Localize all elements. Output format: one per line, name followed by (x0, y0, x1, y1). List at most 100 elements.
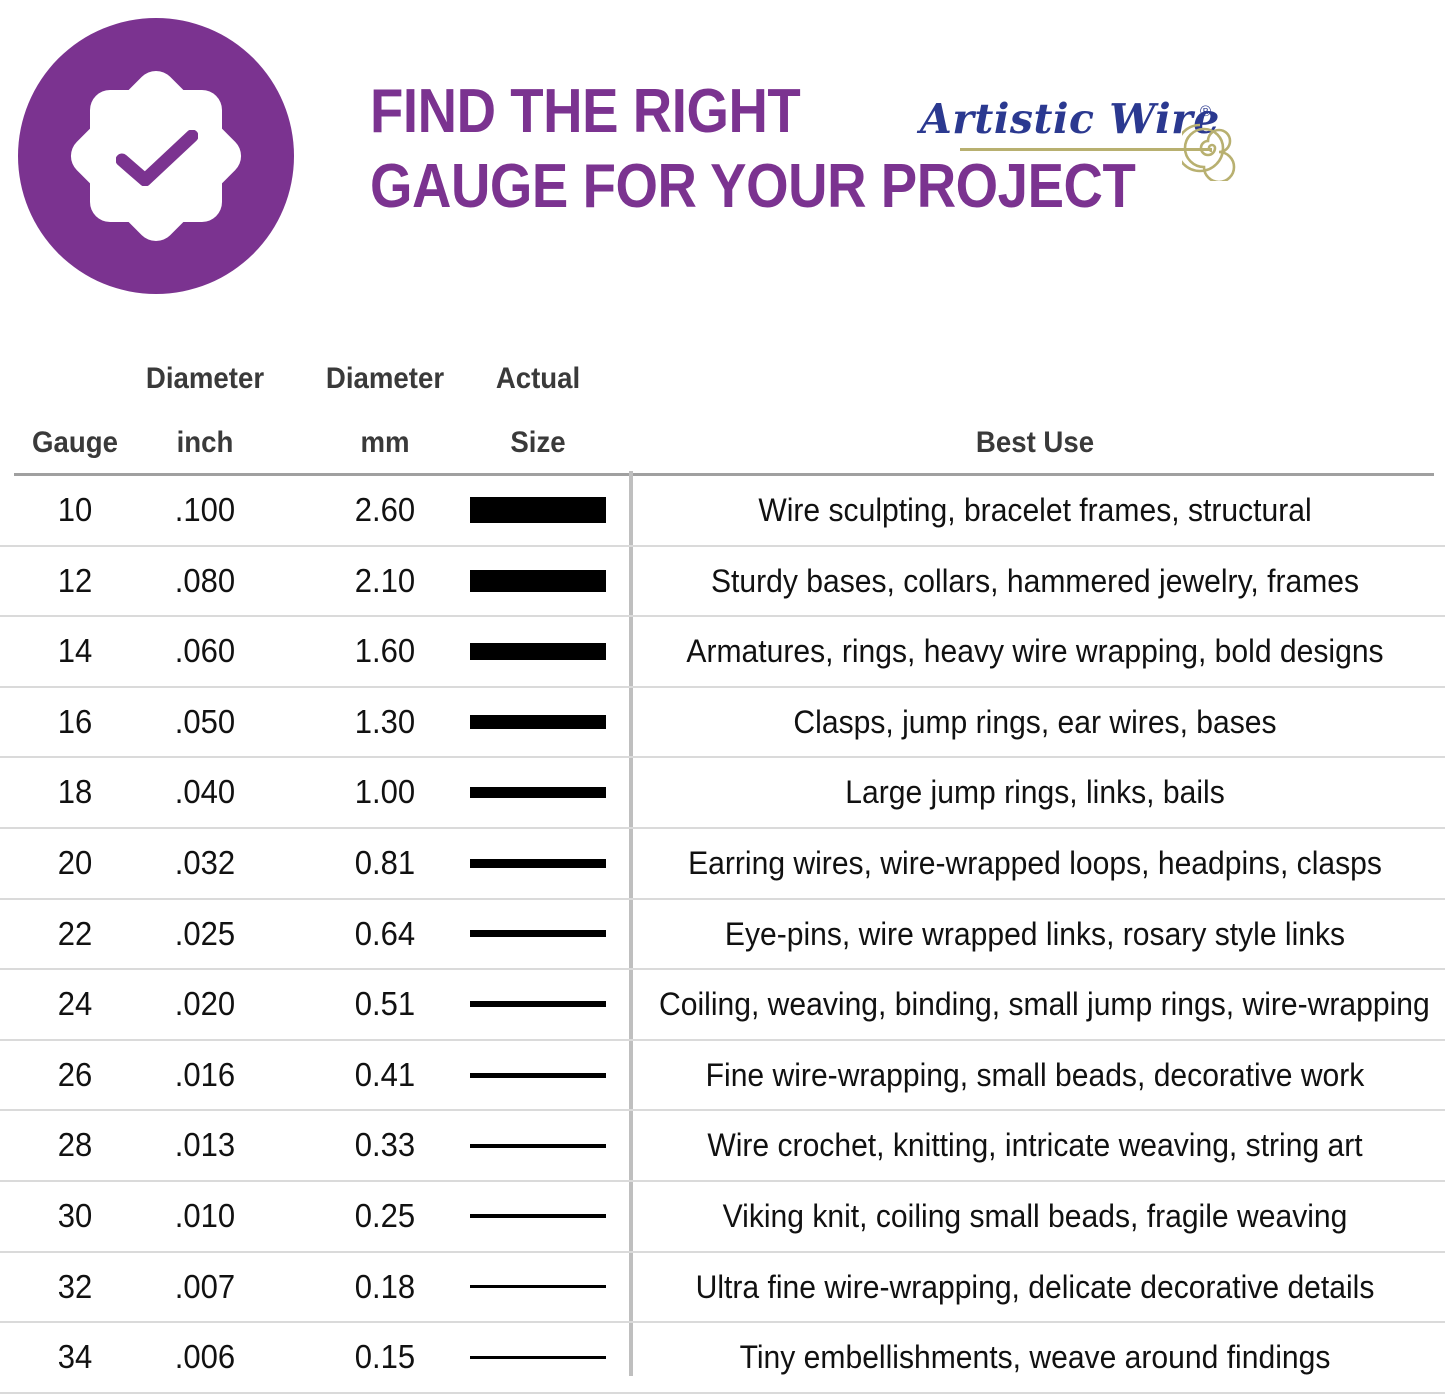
cell-diameter-mm: 0.33 (354, 1126, 416, 1164)
check-badge-icon (18, 18, 294, 294)
cell-diameter-inch: .025 (174, 914, 236, 952)
cell-gauge: 30 (57, 1196, 93, 1234)
cell-diameter-mm: 0.81 (354, 843, 416, 881)
cell-gauge: 34 (57, 1338, 93, 1376)
cell-diameter-mm: 1.60 (354, 632, 416, 670)
checkmark-icon (116, 130, 198, 186)
cell-actual-size (470, 900, 606, 969)
cell-best-use: Fine wire-wrapping, small beads, decorat… (705, 1056, 1365, 1093)
cell-best-use: Coiling, weaving, binding, small jump ri… (659, 986, 1430, 1023)
cell-gauge: 28 (57, 1126, 93, 1164)
wire-thickness-bar (470, 858, 606, 868)
cell-best-use: Viking knit, coiling small beads, fragil… (722, 1197, 1348, 1234)
wire-thickness-bar (470, 1214, 606, 1219)
cell-actual-size (470, 970, 606, 1039)
wire-thickness-bar (470, 1072, 606, 1078)
registered-trademark-icon: ® (1200, 103, 1212, 120)
cell-gauge: 26 (57, 1055, 93, 1093)
wire-thickness-bar (470, 569, 606, 592)
cell-diameter-inch: .050 (174, 702, 236, 740)
cell-diameter-inch: .100 (174, 491, 236, 528)
cell-gauge: 20 (57, 843, 93, 881)
cell-best-use: Tiny embellishments, weave around findin… (739, 1339, 1331, 1376)
table-row: 22 .025 0.64 Eye-pins, wire wrapped links, … (0, 900, 1445, 971)
cell-gauge: 24 (57, 985, 93, 1023)
header-divider (14, 473, 1434, 476)
table-row: 20 .032 0.81 Earring wires, wire-wrapped lo… (0, 829, 1445, 900)
cell-best-use: Clasps, jump rings, ear wires, bases (793, 703, 1277, 740)
cell-best-use: Sturdy bases, collars, hammered jewelry,… (710, 562, 1360, 599)
header-size: Size (510, 426, 566, 459)
wire-thickness-bar (470, 642, 606, 660)
cell-best-use: Earring wires, wire-wrapped loops, headp… (688, 844, 1382, 881)
table-row: 16 .050 1.30 Clasps, jump rings, ear wires,… (0, 688, 1445, 759)
cell-diameter-mm: 0.41 (354, 1055, 416, 1093)
badge-star (62, 62, 250, 250)
cell-diameter-inch: .016 (174, 1055, 236, 1093)
header-actual-top: Actual (495, 362, 581, 395)
cell-gauge: 16 (57, 702, 93, 740)
page-header: FIND THE RIGHT GAUGE FOR YOUR PROJECT Ar… (0, 0, 1445, 340)
table-row: 24 .020 0.51 Coiling, weaving, binding, sma… (0, 970, 1445, 1041)
cell-actual-size (470, 688, 606, 757)
cell-best-use: Armatures, rings, heavy wire wrapping, b… (686, 633, 1384, 670)
artistic-wire-logo: Artistic Wire ® (920, 95, 1240, 191)
cell-actual-size (470, 617, 606, 686)
cell-best-use: Wire crochet, knitting, intricate weavin… (707, 1127, 1363, 1164)
table-body: 10 .100 2.60 Wire sculpting, bracelet frame… (0, 476, 1445, 1394)
vertical-divider (629, 471, 633, 1376)
cell-gauge: 22 (57, 914, 93, 952)
cell-best-use: Ultra fine wire-wrapping, delicate decor… (695, 1268, 1375, 1305)
cell-diameter-inch: .040 (174, 773, 236, 811)
table-row: 34 .006 0.15 Tiny embellishments, weave aro… (0, 1323, 1445, 1394)
header-gauge: Gauge (32, 426, 118, 459)
cell-diameter-inch: .013 (174, 1126, 236, 1164)
spiral-icon (1182, 123, 1236, 181)
cell-actual-size (470, 829, 606, 898)
table-row: 32 .007 0.18 Ultra fine wire-wrapping, deli… (0, 1253, 1445, 1324)
cell-diameter-inch: .060 (174, 632, 236, 670)
cell-actual-size (470, 1041, 606, 1110)
table-header-top: Diameter Diameter Actual (0, 362, 1445, 406)
cell-diameter-mm: 1.00 (354, 773, 416, 811)
page-title-line2: GAUGE FOR YOUR PROJECT (370, 151, 1136, 221)
cell-diameter-inch: .007 (174, 1267, 236, 1305)
cell-diameter-mm: 0.15 (354, 1338, 416, 1376)
cell-actual-size (470, 1253, 606, 1322)
cell-gauge: 18 (57, 773, 93, 811)
header-diameter-inch-top: Diameter (145, 362, 265, 395)
wire-thickness-bar (470, 1285, 606, 1289)
header-diameter-mm-top: Diameter (325, 362, 445, 395)
cell-actual-size (470, 1323, 606, 1392)
cell-actual-size (470, 1182, 606, 1251)
cell-best-use: Wire sculpting, bracelet frames, structu… (758, 492, 1312, 528)
cell-diameter-mm: 2.10 (354, 561, 416, 599)
wire-thickness-bar (470, 715, 606, 730)
table-row: 14 .060 1.60 Armatures, rings, heavy wire w… (0, 617, 1445, 688)
cell-diameter-mm: 2.60 (354, 491, 416, 528)
cell-diameter-mm: 1.30 (354, 702, 416, 740)
table-row: 26 .016 0.41 Fine wire-wrapping, small bead… (0, 1041, 1445, 1112)
cell-diameter-mm: 0.25 (354, 1196, 416, 1234)
table-row: 28 .013 0.33 Wire crochet, knitting, intric… (0, 1111, 1445, 1182)
cell-diameter-mm: 0.18 (354, 1267, 416, 1305)
cell-gauge: 14 (57, 632, 93, 670)
cell-actual-size (470, 476, 606, 545)
wire-thickness-bar (470, 1355, 606, 1359)
wire-thickness-bar (470, 1143, 606, 1148)
cell-best-use: Large jump rings, links, bails (845, 774, 1225, 811)
table-row: 18 .040 1.00 Large jump rings, links, bails (0, 758, 1445, 829)
cell-gauge: 12 (57, 561, 93, 599)
cell-diameter-inch: .020 (174, 985, 236, 1023)
brand-underline (960, 148, 1212, 151)
cell-actual-size (470, 758, 606, 827)
table-row: 30 .010 0.25 Viking knit, coiling small bea… (0, 1182, 1445, 1253)
table-row: 12 .080 2.10 Sturdy bases, collars, hammere… (0, 547, 1445, 618)
brand-name: Artistic Wire (920, 95, 1220, 143)
cell-gauge: 10 (57, 491, 93, 528)
page-title-line1: FIND THE RIGHT (370, 77, 801, 146)
cell-diameter-inch: .006 (174, 1338, 236, 1376)
table-header-bottom: Gauge inch mm Size Best Use (0, 426, 1445, 470)
header-inch: inch (176, 426, 234, 459)
cell-diameter-inch: .032 (174, 843, 236, 881)
